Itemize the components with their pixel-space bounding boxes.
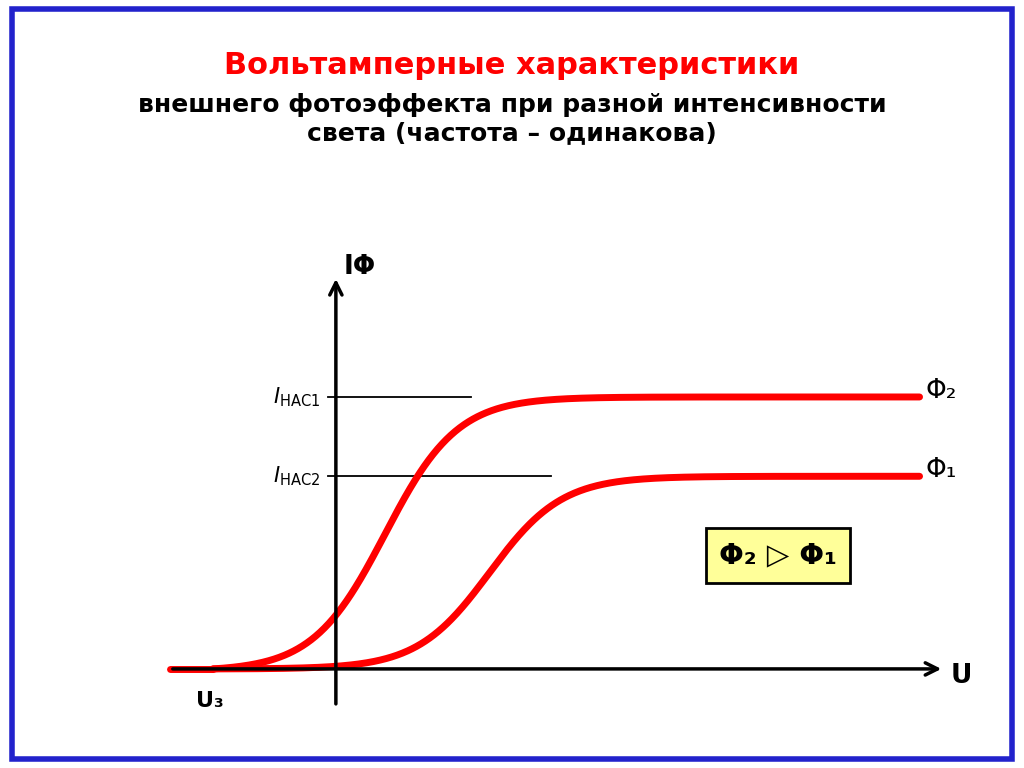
Text: внешнего фотоэффекта при разной интенсивности
света (частота – одинакова): внешнего фотоэффекта при разной интенсив…: [137, 93, 887, 145]
Text: $I_{\rm НАС1}$: $I_{\rm НАС1}$: [273, 386, 321, 409]
Text: IΦ: IΦ: [343, 254, 376, 280]
Text: Φ₂ ▷ Φ₁: Φ₂ ▷ Φ₁: [719, 541, 838, 570]
Text: Φ₂: Φ₂: [926, 378, 957, 404]
Text: $I_{\rm НАС2}$: $I_{\rm НАС2}$: [273, 465, 321, 488]
Text: U₃: U₃: [196, 690, 224, 710]
Text: Φ₁: Φ₁: [926, 457, 957, 483]
Text: Вольтамперные характеристики: Вольтамперные характеристики: [224, 51, 800, 80]
Text: U: U: [950, 664, 972, 690]
